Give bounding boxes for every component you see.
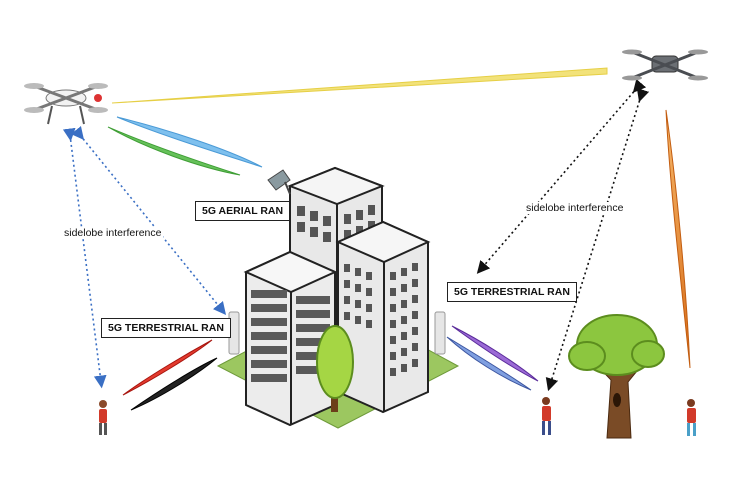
beam-purple bbox=[451, 325, 539, 382]
aerial-ran-label: 5G AERIAL RAN bbox=[195, 201, 291, 221]
sidelobe-arrows-left bbox=[62, 125, 227, 389]
drone-quadcopter-icon bbox=[24, 83, 108, 125]
building-icon bbox=[243, 166, 431, 427]
base-station-icon bbox=[228, 169, 446, 355]
sidelobe-interference-right-label: sidelobe interference bbox=[524, 202, 626, 214]
terrestrial-ran-right-label: 5G TERRESTRIAL RAN bbox=[447, 282, 577, 302]
beam-yellow bbox=[111, 67, 608, 104]
beam-steel bbox=[446, 336, 532, 391]
terrestrial-ran-left-label: 5G TERRESTRIAL RAN bbox=[101, 318, 231, 338]
sidelobe-interference-left-label: sidelobe interference bbox=[62, 227, 164, 239]
person-icon bbox=[687, 399, 696, 436]
beam-orange bbox=[665, 109, 691, 369]
beam-black bbox=[130, 357, 218, 411]
small-tree-icon bbox=[316, 325, 354, 412]
sidelobe-arrows-right bbox=[476, 78, 650, 392]
tree-icon bbox=[568, 314, 665, 439]
drone-foldable-icon bbox=[622, 49, 708, 81]
beam-red bbox=[122, 339, 213, 396]
person-icon bbox=[542, 397, 551, 435]
person-icon bbox=[99, 400, 107, 435]
